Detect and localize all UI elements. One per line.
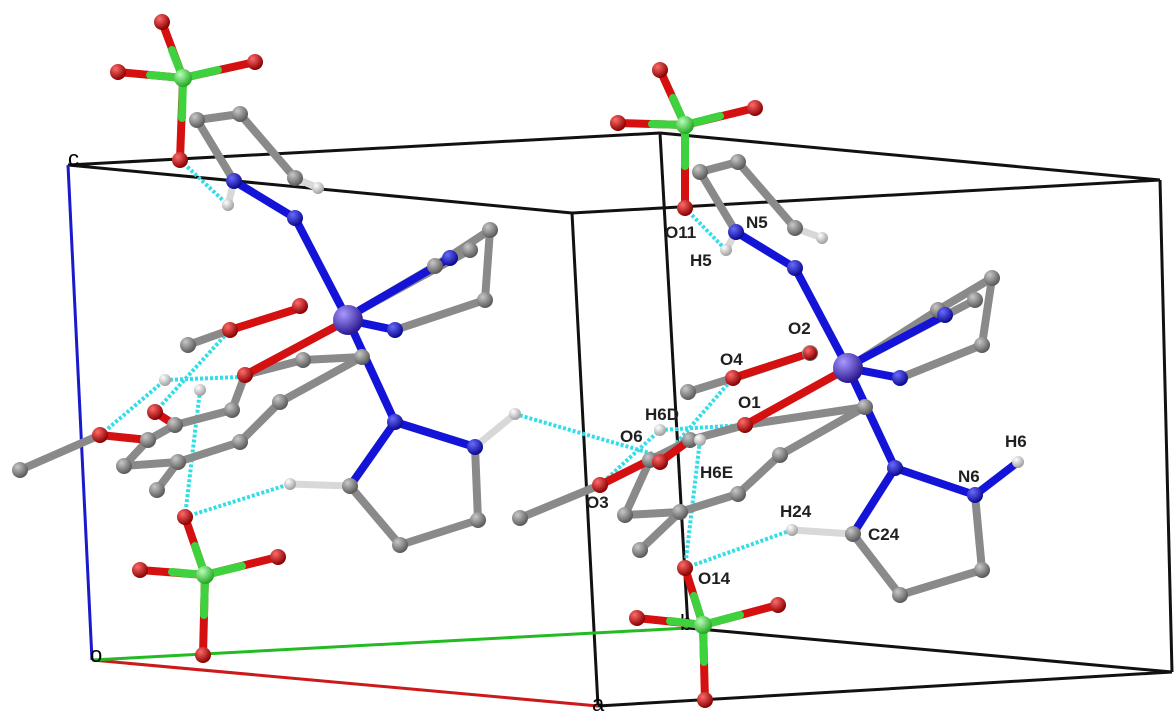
label-h6e: H6E — [700, 463, 733, 482]
axis-label-c: c — [68, 146, 79, 171]
axis-a-line — [91, 658, 599, 708]
label-o6: O6 — [620, 427, 643, 446]
axis-label-a: a — [592, 691, 605, 711]
atoms-hydrogen — [159, 182, 1024, 536]
atoms-chlorine — [174, 69, 712, 634]
label-o14: O14 — [698, 569, 731, 588]
bonds-nitrogen — [230, 177, 1022, 538]
label-n5: N5 — [746, 213, 768, 232]
label-o11: O11 — [665, 223, 696, 242]
hydrogen-bonds — [102, 158, 793, 570]
atoms-oxygen — [92, 14, 817, 708]
label-n6: N6 — [958, 467, 980, 486]
atom-labels: O11 N5 H5 O2 O4 O1 H6D O6 H6E O3 H24 C24… — [586, 213, 1027, 588]
axis-b-line — [91, 626, 689, 662]
label-o3: O3 — [586, 493, 609, 512]
label-o4: O4 — [720, 350, 743, 369]
label-o2: O2 — [788, 319, 811, 338]
cell-axes — [66, 164, 689, 708]
atoms-metal — [333, 305, 863, 383]
atoms-nitrogen — [226, 173, 983, 503]
unit-cell-edges — [67, 131, 1174, 708]
label-o1: O1 — [738, 393, 761, 412]
axis-label-o: o — [90, 642, 102, 667]
bonds-chlorine-core — [146, 46, 744, 666]
label-h6d: H6D — [645, 405, 679, 424]
label-h24: H24 — [780, 502, 812, 521]
label-c24: C24 — [868, 525, 900, 544]
axis-c-line — [66, 164, 94, 661]
label-h6: H6 — [1005, 432, 1027, 451]
label-h5: H5 — [690, 251, 712, 270]
atoms-carbon — [12, 106, 1000, 603]
